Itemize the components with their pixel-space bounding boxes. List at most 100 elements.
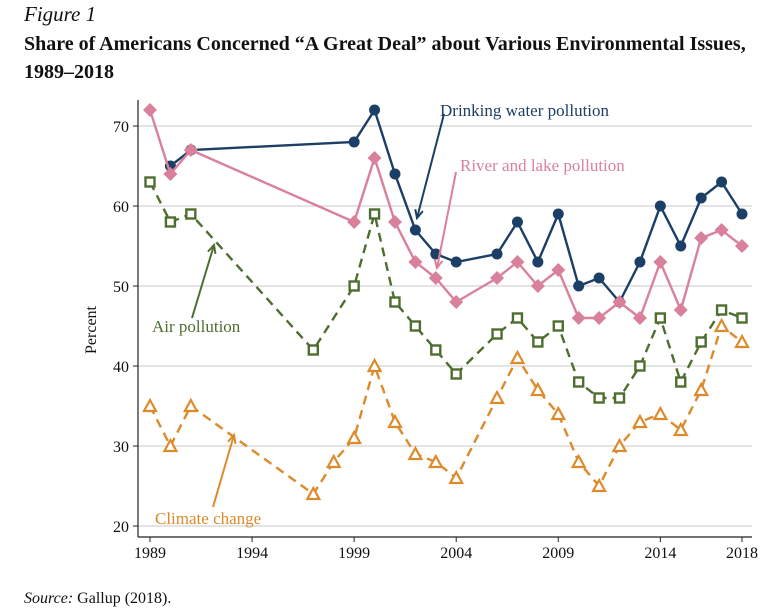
data-point xyxy=(369,104,381,116)
annotation-arrow xyxy=(212,434,235,508)
data-point xyxy=(734,333,750,349)
data-point xyxy=(530,381,546,397)
arrowhead-icon xyxy=(433,259,444,271)
data-point xyxy=(612,295,627,309)
data-point xyxy=(675,240,687,252)
data-point xyxy=(182,397,199,413)
data-point xyxy=(570,453,587,469)
source-note: Source: Gallup (2018). xyxy=(24,590,171,608)
data-point xyxy=(325,453,342,469)
data-point xyxy=(305,485,322,501)
series-label: River and lake pollution xyxy=(460,156,625,175)
x-tick-label: 2018 xyxy=(726,545,758,562)
data-point xyxy=(430,344,442,356)
arrowhead-icon xyxy=(207,242,217,255)
y-tick-label: 70 xyxy=(113,119,129,136)
data-point xyxy=(694,231,709,245)
series-line xyxy=(148,109,743,320)
data-point xyxy=(142,397,158,413)
data-point xyxy=(387,413,403,429)
data-point xyxy=(571,311,586,325)
data-point xyxy=(366,357,383,373)
series-label: Climate change xyxy=(155,509,261,528)
data-point xyxy=(611,437,628,453)
data-point xyxy=(673,303,688,317)
data-point xyxy=(552,320,564,332)
data-point xyxy=(143,103,157,117)
data-point xyxy=(593,392,605,404)
data-point xyxy=(736,208,748,220)
data-point xyxy=(409,320,422,332)
data-point xyxy=(550,405,567,421)
data-point xyxy=(307,344,320,356)
data-point xyxy=(552,208,564,220)
data-point xyxy=(593,272,605,284)
data-point xyxy=(407,445,424,461)
data-point xyxy=(716,176,728,188)
data-point xyxy=(530,279,545,293)
series-line xyxy=(148,323,743,496)
data-point xyxy=(428,271,443,285)
data-point xyxy=(715,304,728,316)
data-point xyxy=(489,389,505,405)
data-point xyxy=(613,392,626,404)
data-point xyxy=(490,271,505,285)
chart-title: Share of Americans Concerned “A Great De… xyxy=(24,33,746,83)
data-point xyxy=(389,168,401,180)
data-point xyxy=(736,312,748,324)
x-tick-label: 2009 xyxy=(542,545,574,562)
data-point xyxy=(510,255,525,269)
data-point xyxy=(675,376,687,388)
data-point xyxy=(695,192,707,204)
data-point xyxy=(532,336,544,348)
data-point xyxy=(367,151,382,165)
data-point xyxy=(653,255,668,269)
data-point xyxy=(408,255,423,269)
figure-label: Figure 1 xyxy=(24,2,97,26)
data-point xyxy=(551,263,566,277)
data-point xyxy=(714,223,729,237)
data-point xyxy=(347,215,362,229)
x-tick-label: 1989 xyxy=(134,545,166,562)
series-label: Air pollution xyxy=(152,317,241,336)
data-point xyxy=(735,239,749,253)
data-point xyxy=(448,469,465,485)
data-point xyxy=(654,200,666,212)
data-point xyxy=(572,376,585,388)
data-point xyxy=(491,328,503,340)
series-drinking-water-pollution xyxy=(164,104,748,308)
source-label: Source: xyxy=(24,590,74,607)
data-point xyxy=(409,224,421,236)
data-point xyxy=(511,216,523,228)
data-point xyxy=(654,312,667,324)
data-point xyxy=(163,167,178,181)
x-tick-label: 1994 xyxy=(236,545,268,562)
data-point xyxy=(450,368,462,380)
data-point xyxy=(591,477,607,493)
series-climate-change xyxy=(142,317,750,501)
y-tick-label: 20 xyxy=(113,519,129,536)
y-tick-label: 40 xyxy=(113,359,129,376)
data-point xyxy=(427,453,444,469)
data-point xyxy=(348,280,360,292)
series-label: Drinking water pollution xyxy=(440,101,610,120)
data-point xyxy=(672,421,689,437)
annotation-arrow xyxy=(416,113,445,219)
annotation-arrow xyxy=(436,171,457,269)
data-point xyxy=(634,256,646,268)
x-tick-label: 2014 xyxy=(644,545,676,562)
arrowhead-icon xyxy=(227,432,237,445)
data-point xyxy=(348,136,360,148)
data-point xyxy=(634,360,646,372)
data-point xyxy=(346,429,362,445)
series-air-pollution xyxy=(144,176,748,404)
x-tick-label: 1999 xyxy=(338,545,370,562)
source-text: Gallup (2018). xyxy=(77,590,172,607)
series-river-and-lake-pollution xyxy=(143,103,749,325)
data-point xyxy=(695,336,707,348)
data-point xyxy=(164,216,177,228)
data-point xyxy=(491,248,503,260)
data-point xyxy=(387,215,402,229)
data-point xyxy=(632,413,648,429)
